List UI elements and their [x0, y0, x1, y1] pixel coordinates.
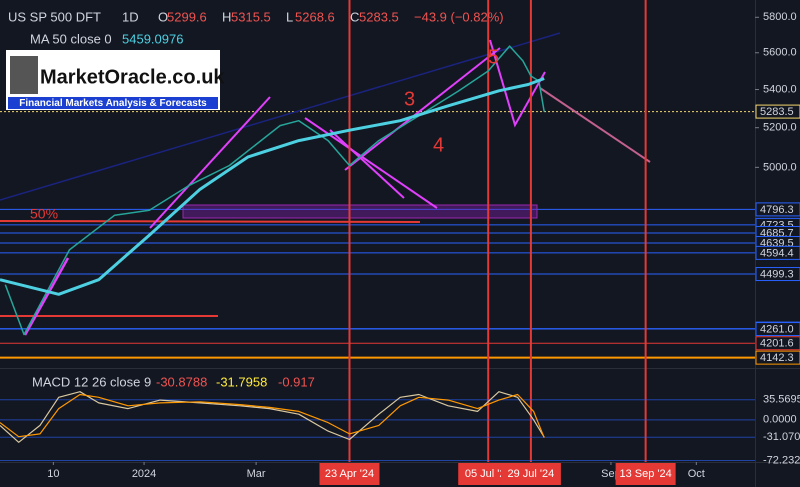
interval: 1D: [122, 9, 139, 24]
level-label: 4201.6: [760, 338, 794, 350]
series-line: [0, 391, 545, 443]
macd-tick-label: 0.0000: [763, 414, 797, 426]
ohlc-value: 5299.6: [167, 9, 207, 24]
logo: MarketOracle.co.uk Financial Markets Ana…: [6, 50, 225, 110]
ohlc-value: 5315.5: [231, 9, 271, 24]
y-tick-label: 5600.0: [763, 47, 797, 59]
zone: [182, 204, 538, 219]
x-tick-label: 13 Sep '24: [619, 468, 671, 480]
logo-figure: [10, 56, 38, 94]
x-tick-label: 10: [47, 468, 59, 480]
x-tick-label: 23 Apr '24: [325, 468, 374, 480]
y-tick-label: 5400.0: [763, 83, 797, 95]
levels: 5283.54796.34723.54685.74639.54594.44499…: [0, 104, 800, 365]
level-label: 4261.0: [760, 323, 794, 335]
level-label-box: [755, 350, 800, 365]
annotation: 3: [404, 88, 415, 110]
level-label-box: [755, 202, 800, 217]
event-label-box: [615, 463, 676, 485]
trend-line: [329, 129, 405, 199]
trend-line: [149, 96, 271, 229]
x-tick-label: 29 Jul '24: [508, 468, 555, 480]
level-label: 4142.3: [760, 352, 794, 364]
trend-line: [304, 117, 438, 209]
level-label-box: [755, 245, 800, 260]
series-line: [0, 393, 545, 438]
ohlc-value: 5268.6: [295, 9, 335, 24]
drawings: [0, 32, 651, 336]
event-label-box: [500, 463, 561, 485]
logo-subtitle: Financial Markets Analysis & Forecasts: [19, 98, 207, 109]
symbol: US SP 500 DFT: [8, 9, 101, 24]
level-label-box: [755, 104, 800, 119]
x-tick-label: 05 Jul '24: [465, 468, 512, 480]
level-label: 4499.3: [760, 268, 794, 280]
ohlc-key: L: [286, 9, 293, 24]
annotation: 4: [433, 134, 444, 156]
ohlc-key: O: [158, 9, 168, 24]
level-label: 4796.3: [760, 204, 794, 216]
annotation: 50%: [30, 206, 58, 222]
x-tick-label: Oct: [688, 468, 705, 480]
macd-label: MACD 12 26 close 9: [32, 374, 151, 389]
fib-50-line: [0, 220, 421, 223]
level-label-box: [755, 267, 800, 282]
macd-readout: -30.8788: [156, 374, 207, 389]
series-line: [4, 45, 545, 336]
annotation: 5: [488, 46, 499, 68]
series-line: [0, 77, 545, 296]
logo-band: [8, 97, 218, 109]
trend-channel: [0, 32, 561, 201]
level-label-box: [755, 336, 800, 351]
ohlc-key: H: [222, 9, 231, 24]
ohlc-key: C: [350, 9, 359, 24]
trend-line: [344, 47, 501, 171]
header: US SP 500 DFT 1D MA 50 close 0 5459.0976…: [8, 9, 504, 389]
logo-title: MarketOracle.co.uk: [40, 66, 225, 88]
macd-readout: -0.917: [278, 374, 315, 389]
ohlc-value: 5283.5: [359, 9, 399, 24]
x-tick-label: Mar: [247, 468, 266, 480]
level-label: 4594.4: [760, 247, 794, 259]
level-label-box: [755, 322, 800, 337]
macd-tick-label: 35.5695: [763, 394, 800, 406]
y-tick-label: 5200.0: [763, 122, 797, 134]
y-tick-label: 5800.0: [763, 11, 797, 23]
macd-tick-label: -31.0704: [763, 431, 800, 443]
x-tick-label: 2024: [132, 468, 156, 480]
macd-readout: -31.7958: [216, 374, 267, 389]
change: −43.9 (−0.82%): [414, 9, 504, 24]
trend-line: [23, 257, 70, 336]
y-tick-label: 5000.0: [763, 161, 797, 173]
indicator-value: 5459.0976: [122, 31, 183, 46]
event-label-box: [319, 463, 380, 485]
projection: [489, 39, 546, 128]
level-label: 5283.5: [760, 106, 794, 118]
projection: [539, 87, 651, 163]
indicator-label: MA 50 close 0: [30, 31, 112, 46]
